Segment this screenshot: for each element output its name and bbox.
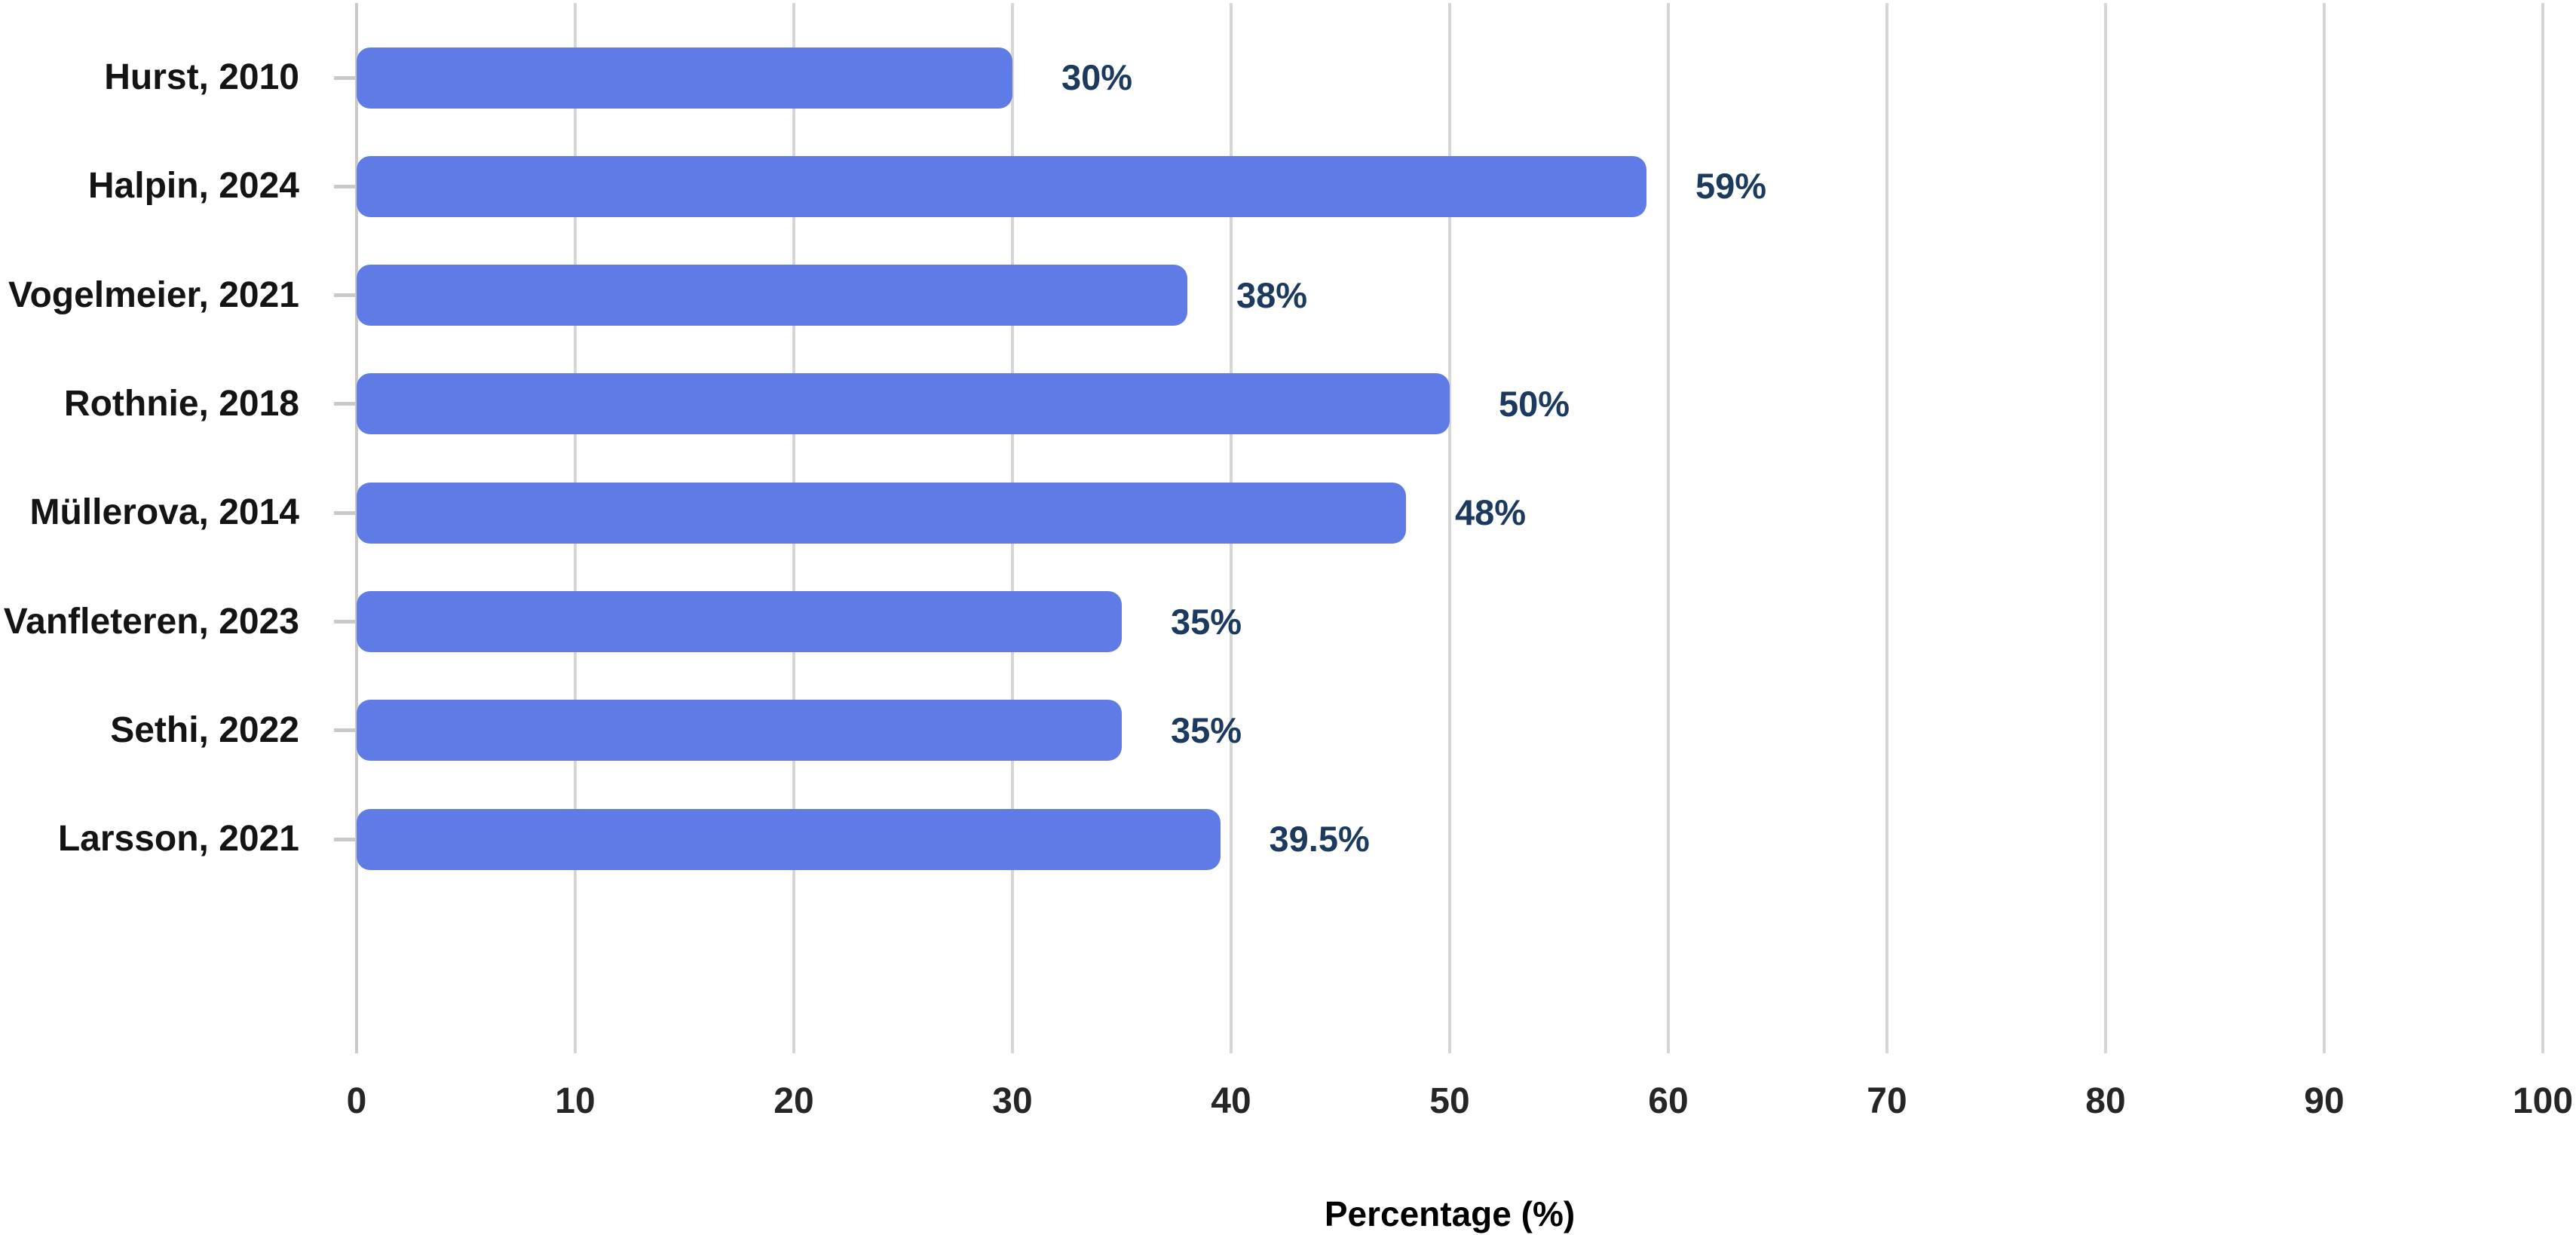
category-tick-mark bbox=[334, 728, 357, 733]
category-label: Hurst, 2010 bbox=[104, 57, 299, 97]
x-tick-label: 60 bbox=[1648, 1081, 1689, 1121]
gridline-x-80 bbox=[2104, 3, 2107, 1053]
value-label: 35% bbox=[1171, 709, 1242, 750]
gridline-x-50 bbox=[1448, 3, 1451, 1053]
x-tick-label: 40 bbox=[1211, 1081, 1251, 1121]
bar bbox=[357, 373, 1450, 435]
bar bbox=[357, 808, 1221, 870]
gridline-x-100 bbox=[2541, 3, 2544, 1053]
category-label: Müllerova, 2014 bbox=[29, 492, 299, 533]
value-label: 48% bbox=[1455, 492, 1527, 533]
x-tick-label: 90 bbox=[2304, 1081, 2345, 1121]
x-tick-label: 70 bbox=[1867, 1081, 1907, 1121]
value-label: 30% bbox=[1061, 57, 1133, 97]
category-label: Rothnie, 2018 bbox=[63, 383, 299, 424]
x-tick-label: 0 bbox=[346, 1081, 367, 1121]
value-label: 35% bbox=[1171, 601, 1242, 642]
gridline-x-90 bbox=[2323, 3, 2326, 1053]
category-tick-mark bbox=[334, 402, 357, 406]
x-tick-label: 30 bbox=[992, 1081, 1033, 1121]
x-tick-label: 100 bbox=[2512, 1081, 2574, 1121]
value-label: 39.5% bbox=[1269, 819, 1370, 860]
bar bbox=[357, 155, 1646, 217]
category-tick-mark bbox=[334, 293, 357, 298]
category-label: Vanfleteren, 2023 bbox=[3, 601, 299, 642]
category-label: Larsson, 2021 bbox=[57, 819, 299, 860]
category-tick-mark bbox=[334, 184, 357, 188]
category-label: Halpin, 2024 bbox=[87, 166, 299, 207]
x-tick-label: 20 bbox=[773, 1081, 814, 1121]
category-label: Sethi, 2022 bbox=[110, 709, 299, 750]
gridline-x-60 bbox=[1667, 3, 1670, 1053]
category-tick-mark bbox=[334, 75, 357, 80]
category-tick-mark bbox=[334, 837, 357, 841]
x-tick-label: 10 bbox=[555, 1081, 596, 1121]
bar bbox=[357, 47, 1012, 109]
x-tick-label: 80 bbox=[2085, 1081, 2126, 1121]
category-tick-mark bbox=[334, 620, 357, 624]
x-tick-label: 50 bbox=[1429, 1081, 1470, 1121]
bar bbox=[357, 591, 1122, 652]
category-tick-mark bbox=[334, 510, 357, 515]
bar bbox=[357, 265, 1187, 326]
bar bbox=[357, 700, 1122, 762]
value-label: 50% bbox=[1499, 383, 1570, 424]
gridline-x-70 bbox=[1885, 3, 1888, 1053]
value-label: 38% bbox=[1236, 274, 1308, 315]
value-label: 59% bbox=[1695, 166, 1767, 207]
category-label: Vogelmeier, 2021 bbox=[8, 274, 299, 315]
x-axis-title: Percentage (%) bbox=[1324, 1194, 1576, 1233]
bar bbox=[357, 482, 1406, 544]
